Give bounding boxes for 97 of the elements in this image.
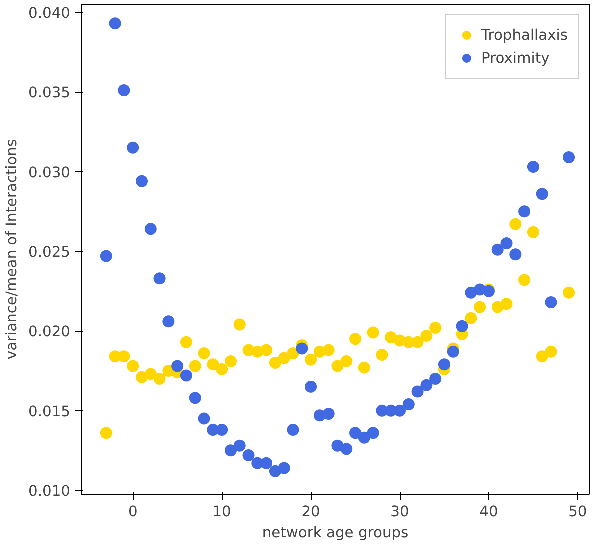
y-axis-title: variance/mean of Interactions bbox=[4, 139, 21, 360]
point bbox=[322, 408, 335, 420]
point bbox=[109, 18, 122, 30]
point bbox=[527, 226, 540, 238]
point bbox=[430, 372, 442, 385]
point bbox=[269, 357, 282, 370]
point bbox=[100, 250, 112, 262]
point bbox=[465, 286, 478, 299]
point bbox=[500, 298, 513, 310]
point bbox=[402, 398, 415, 410]
point bbox=[350, 427, 362, 440]
y-tick-label: 0.040 bbox=[28, 4, 71, 22]
point bbox=[260, 457, 273, 470]
point bbox=[242, 449, 255, 462]
x-tick-label: 30 bbox=[390, 504, 410, 520]
point bbox=[172, 360, 184, 372]
point bbox=[545, 296, 558, 308]
legend-label: Proximity bbox=[481, 50, 550, 66]
x-tick-label: 50 bbox=[568, 504, 588, 520]
point bbox=[224, 444, 237, 457]
point bbox=[358, 432, 370, 444]
x-tick-label: 0 bbox=[128, 504, 138, 520]
point bbox=[144, 223, 157, 236]
point bbox=[154, 372, 166, 385]
point bbox=[305, 354, 318, 366]
point bbox=[545, 346, 558, 358]
x-axis-title: network age groups bbox=[262, 524, 409, 542]
y-tick-label: 0.030 bbox=[28, 164, 71, 182]
point bbox=[367, 427, 380, 440]
point bbox=[224, 355, 237, 368]
point bbox=[305, 380, 318, 393]
x-tick-label: 20 bbox=[302, 504, 320, 520]
point bbox=[340, 443, 353, 456]
point bbox=[189, 360, 202, 372]
point bbox=[118, 84, 130, 97]
point bbox=[438, 358, 450, 371]
point bbox=[500, 238, 513, 250]
point bbox=[162, 316, 175, 328]
point bbox=[518, 206, 531, 218]
point bbox=[456, 320, 468, 332]
x-tick-label: 40 bbox=[480, 504, 498, 520]
point bbox=[198, 347, 210, 360]
point bbox=[332, 440, 344, 452]
point bbox=[510, 218, 522, 230]
point bbox=[118, 350, 130, 363]
point bbox=[287, 347, 300, 360]
point bbox=[234, 318, 246, 331]
point bbox=[492, 244, 504, 256]
point bbox=[278, 352, 290, 364]
point bbox=[207, 358, 220, 371]
point bbox=[287, 424, 300, 436]
point bbox=[527, 161, 540, 174]
point bbox=[563, 151, 576, 164]
point bbox=[474, 301, 486, 314]
point bbox=[420, 330, 433, 342]
point bbox=[465, 312, 478, 324]
point bbox=[136, 175, 148, 188]
point bbox=[536, 350, 548, 363]
point bbox=[430, 322, 442, 334]
point bbox=[412, 386, 424, 398]
point bbox=[216, 424, 228, 436]
y-tick-label: 0.025 bbox=[28, 244, 71, 261]
point bbox=[350, 333, 362, 346]
point bbox=[420, 379, 433, 392]
point bbox=[127, 360, 140, 372]
point bbox=[216, 363, 228, 376]
y-tick-label: 0.010 bbox=[28, 483, 71, 500]
point bbox=[189, 392, 202, 404]
point bbox=[536, 188, 548, 200]
point bbox=[394, 404, 406, 417]
point bbox=[412, 336, 424, 348]
point bbox=[260, 344, 273, 356]
y-tick-label: 0.020 bbox=[28, 324, 71, 341]
point bbox=[144, 368, 157, 380]
y-tick-label: 0.015 bbox=[28, 403, 71, 420]
point bbox=[376, 349, 388, 362]
point bbox=[154, 272, 166, 285]
point bbox=[367, 326, 380, 339]
point bbox=[332, 360, 344, 372]
point bbox=[563, 286, 576, 299]
point bbox=[510, 248, 522, 261]
point bbox=[447, 346, 460, 358]
point bbox=[340, 355, 353, 368]
point bbox=[358, 362, 370, 374]
point bbox=[198, 412, 210, 425]
point bbox=[127, 142, 140, 154]
point bbox=[322, 344, 335, 356]
point bbox=[278, 462, 290, 474]
legend-label: Trophallaxis bbox=[481, 26, 568, 44]
point bbox=[180, 370, 192, 382]
point bbox=[296, 342, 308, 355]
x-tick-label: 10 bbox=[212, 504, 232, 520]
point bbox=[234, 440, 246, 452]
y-tick-label: 0.035 bbox=[28, 84, 71, 102]
point bbox=[518, 274, 531, 286]
point bbox=[180, 336, 192, 348]
point bbox=[100, 427, 112, 440]
